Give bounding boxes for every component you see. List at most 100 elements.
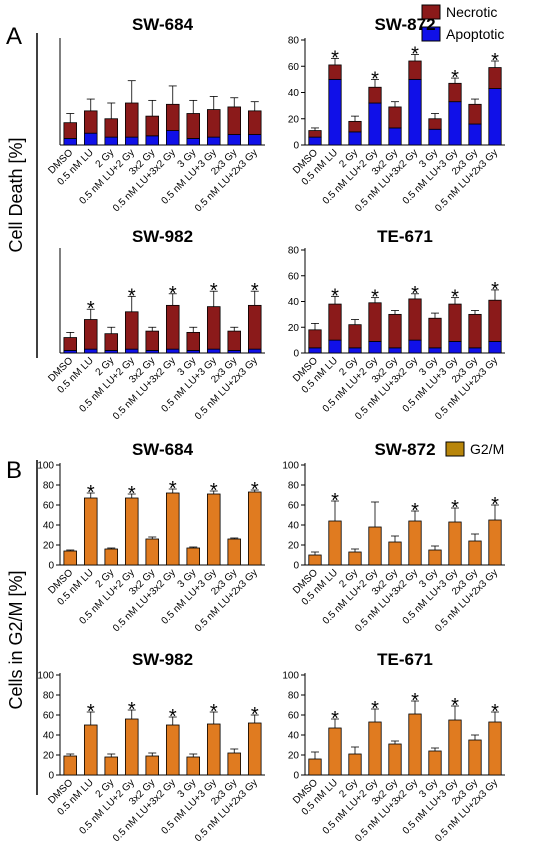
bar-necrotic (468, 313, 482, 349)
legend-apoptotic-swatch (421, 26, 441, 42)
bar-g2-m (428, 750, 442, 776)
y-tick-label: 0 (48, 561, 54, 572)
bar-g2-m (328, 520, 342, 566)
significance-star: * (371, 287, 379, 309)
significance-star: * (251, 280, 259, 302)
chart-title: SW-982 (132, 650, 193, 669)
bar-apoptotic (368, 102, 382, 146)
bar-necrotic (206, 306, 221, 350)
bar-g2-m (308, 758, 322, 776)
significance-star: * (251, 704, 259, 726)
bar-g2-m (63, 755, 78, 776)
bar-apoptotic (124, 136, 139, 146)
bar-apoptotic (408, 78, 422, 146)
bar-apoptotic (206, 348, 221, 354)
bar-necrotic (328, 303, 342, 341)
bar-apoptotic (448, 341, 462, 354)
significance-star: * (87, 482, 95, 504)
ylabel-cell-death: Cell Death [%] (6, 137, 26, 252)
bar-apoptotic (83, 348, 98, 354)
y-tick-label: 40 (288, 88, 300, 99)
y-tick-label: 20 (43, 751, 55, 762)
y-tick-label: 40 (43, 521, 55, 532)
bar-necrotic (488, 299, 502, 342)
y-tick-label: 100 (282, 461, 299, 472)
panel-letter-a: A (6, 23, 22, 50)
y-tick-label: 0 (293, 349, 299, 360)
significance-star: * (411, 500, 419, 522)
bar-apoptotic (206, 136, 221, 146)
bar-g2-m (348, 753, 362, 776)
y-tick-label: 0 (48, 771, 54, 782)
significance-star: * (169, 706, 177, 728)
significance-star: * (451, 695, 459, 717)
bar-g2-m (247, 722, 262, 776)
bar-apoptotic (388, 127, 402, 146)
bar-necrotic (104, 118, 119, 138)
bar-necrotic (145, 115, 160, 137)
y-tick-label: 80 (288, 246, 300, 257)
legend-g2m-swatch (445, 441, 465, 457)
bar-necrotic (165, 103, 180, 131)
y-tick-label: 20 (288, 751, 300, 762)
y-tick-label: 0 (293, 771, 299, 782)
chart-title: TE-671 (377, 650, 433, 669)
bar-necrotic (468, 103, 482, 125)
significance-star: * (169, 283, 177, 305)
bar-apoptotic (308, 347, 322, 354)
bar-g2-m (368, 526, 382, 566)
significance-star: * (371, 68, 379, 90)
bar-apoptotic (428, 347, 442, 354)
significance-star: * (491, 50, 499, 72)
y-tick-label: 100 (37, 461, 54, 472)
bar-g2-m (408, 713, 422, 776)
bar-necrotic (227, 330, 242, 351)
y-tick-label: 80 (288, 691, 300, 702)
y-tick-label: 40 (43, 731, 55, 742)
bar-necrotic (83, 110, 98, 134)
bar-g2-m (408, 520, 422, 566)
bar-necrotic (165, 304, 180, 350)
significance-star: * (371, 698, 379, 720)
y-tick-label: 0 (293, 141, 299, 152)
bar-apoptotic (468, 347, 482, 354)
bar-apoptotic (247, 348, 262, 354)
bar-apoptotic (488, 88, 502, 146)
significance-star: * (491, 279, 499, 301)
chart-title: SW-872 (374, 440, 435, 459)
y-tick-label: 60 (288, 711, 300, 722)
legend-g2m-label: G2/M (470, 441, 504, 457)
bar-apoptotic (448, 101, 462, 146)
bar-g2-m (206, 723, 221, 776)
significance-star: * (128, 483, 136, 505)
significance-star: * (451, 67, 459, 89)
bar-g2-m (63, 550, 78, 566)
bar-apoptotic (408, 339, 422, 354)
y-tick-label: 60 (43, 711, 55, 722)
significance-star: * (491, 494, 499, 516)
bar-g2-m (448, 521, 462, 566)
significance-star: * (451, 497, 459, 519)
y-tick-label: 20 (288, 323, 300, 334)
panel-letter-b: B (6, 457, 22, 484)
bar-apoptotic (468, 123, 482, 146)
chart-title: SW-684 (132, 440, 194, 459)
bar-g2-m (388, 541, 402, 566)
bar-g2-m (488, 721, 502, 776)
y-tick-label: 40 (288, 731, 300, 742)
y-tick-label: 80 (43, 481, 55, 492)
bar-apoptotic (165, 348, 180, 354)
bar-g2-m (488, 519, 502, 566)
bar-apoptotic (328, 339, 342, 354)
bar-necrotic (186, 113, 201, 139)
bar-necrotic (408, 298, 422, 341)
bar-g2-m (448, 719, 462, 776)
bar-apoptotic (124, 348, 139, 354)
legend-a: Necrotic Apoptotic (421, 4, 504, 42)
